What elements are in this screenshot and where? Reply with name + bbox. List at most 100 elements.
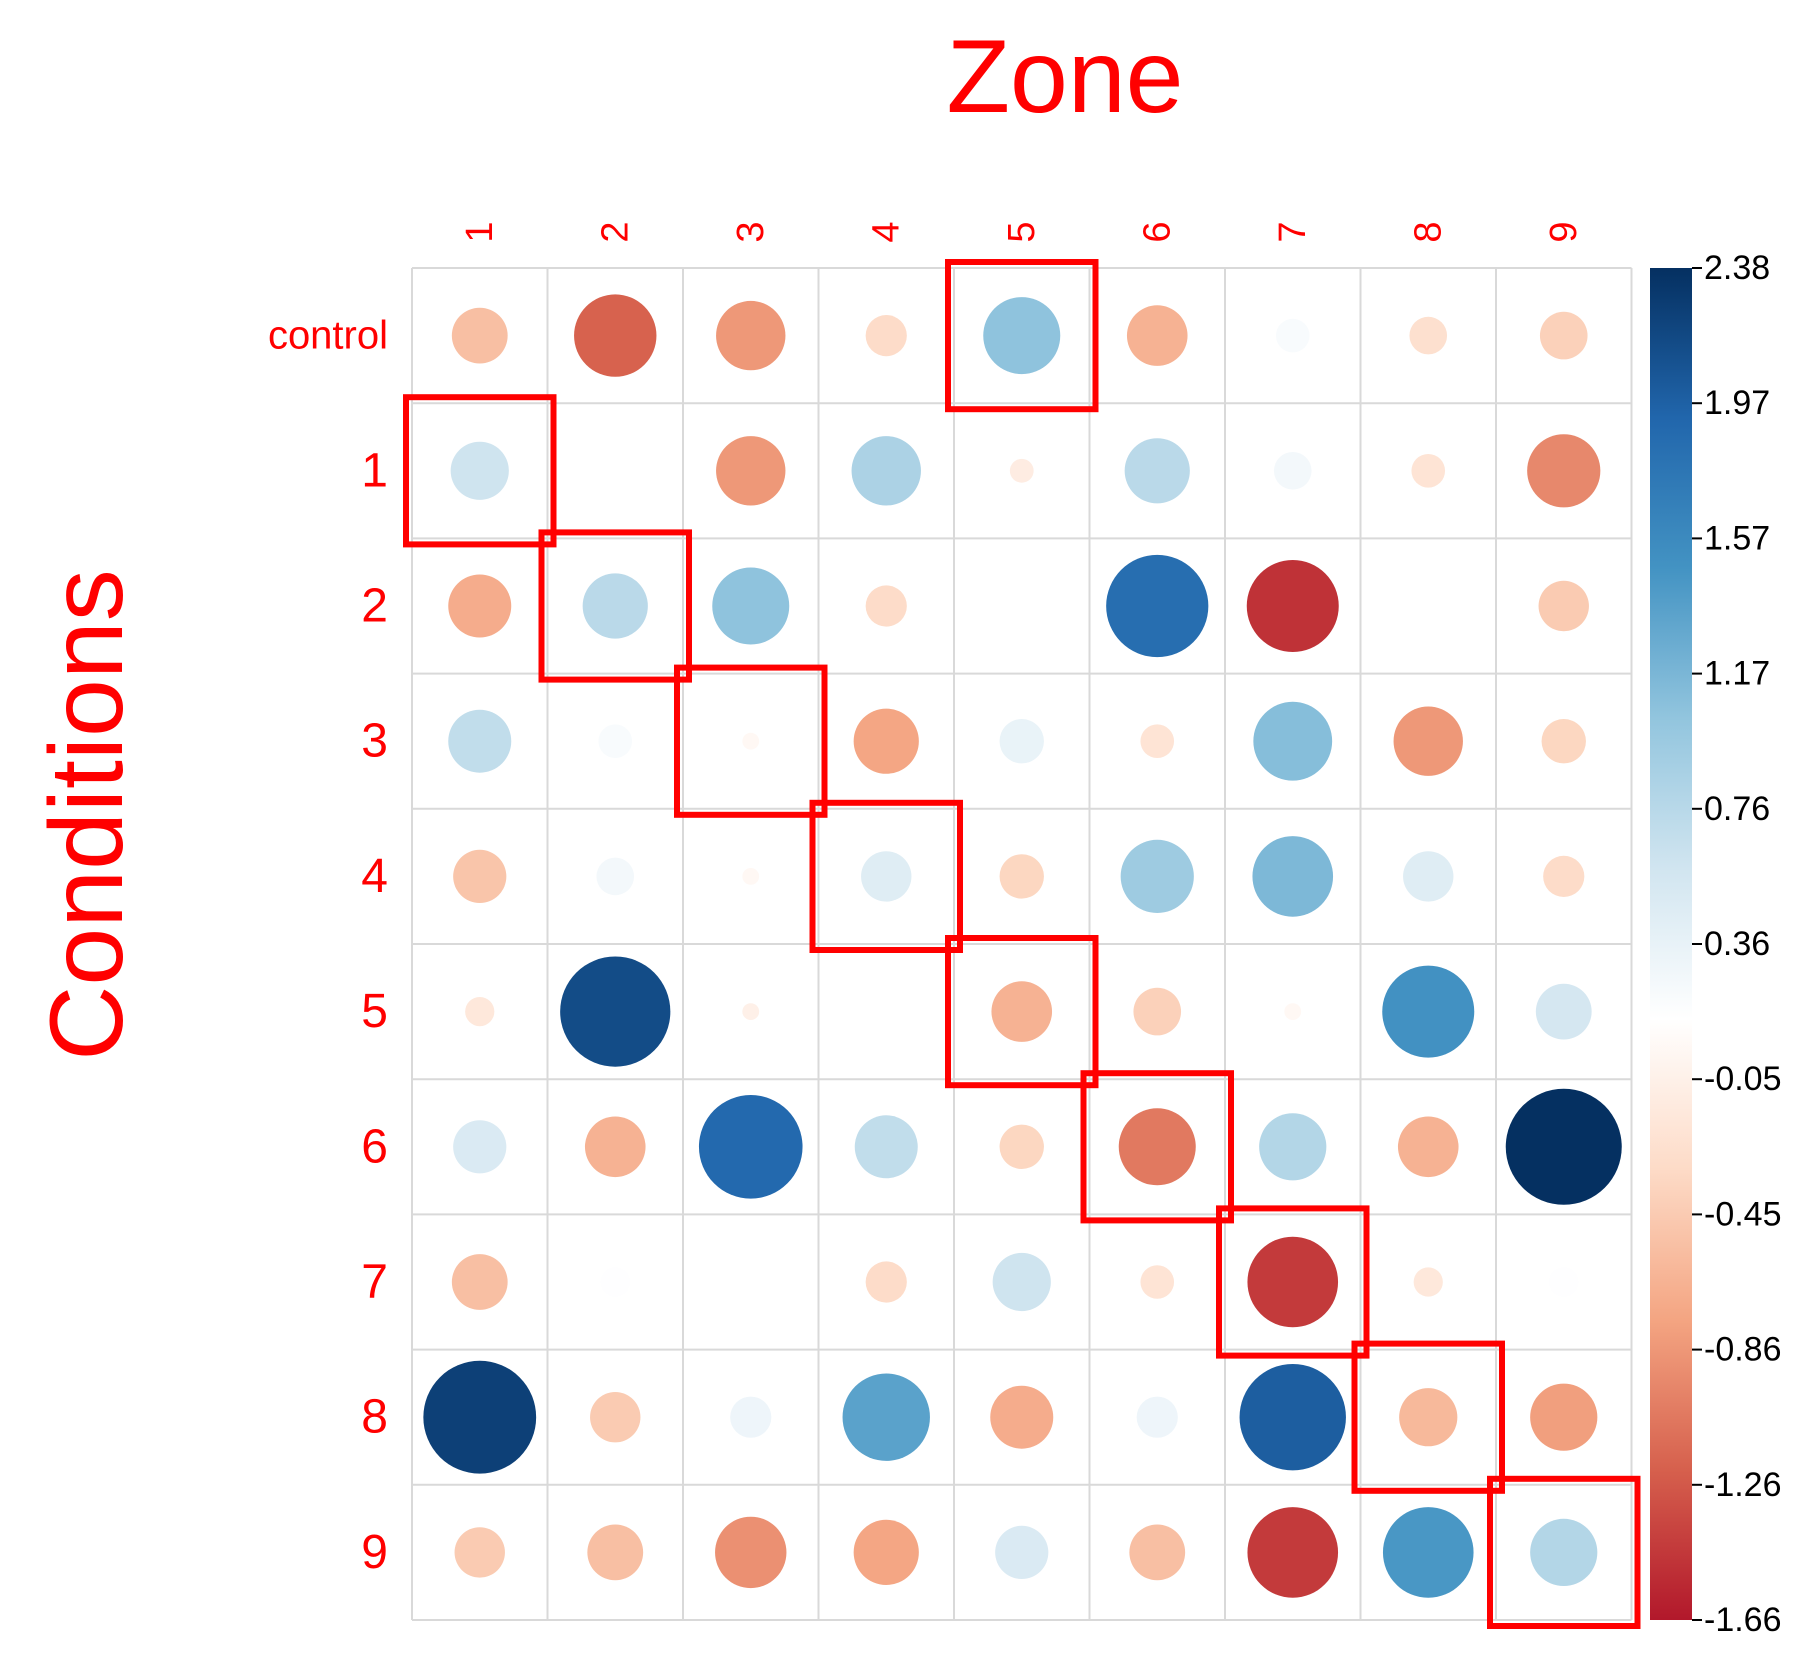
data-circle — [715, 1516, 787, 1589]
row-label: 8 — [361, 1391, 388, 1444]
data-circle — [453, 849, 507, 904]
data-circle — [1247, 1236, 1339, 1328]
data-circle — [861, 851, 912, 902]
data-circle — [587, 1524, 644, 1581]
row-label: 9 — [361, 1526, 388, 1579]
data-circle — [1541, 719, 1586, 764]
colorbar-tick-label: -0.05 — [1704, 1060, 1782, 1098]
highlight-boxes — [403, 259, 1641, 1630]
data-circle — [560, 956, 671, 1067]
colorbar-gradient — [1650, 268, 1692, 1620]
data-circle — [598, 724, 633, 758]
grid — [411, 267, 1633, 1621]
data-circle — [448, 709, 512, 773]
data-circle — [1129, 1524, 1186, 1581]
data-circle — [1403, 851, 1454, 902]
data-circle — [453, 1120, 507, 1174]
highlight-box — [1487, 1475, 1641, 1630]
data-circle — [1413, 1267, 1443, 1297]
data-circle — [1543, 855, 1585, 898]
column-label: 8 — [1407, 221, 1449, 242]
data-circle — [1530, 1518, 1598, 1586]
data-circle — [999, 1124, 1044, 1170]
data-circle — [1239, 1364, 1346, 1471]
column-label: 5 — [1001, 221, 1043, 242]
highlight-box — [945, 935, 1099, 1089]
data-circle — [995, 1525, 1049, 1579]
data-circle — [990, 1385, 1054, 1449]
data-circle — [423, 1360, 537, 1474]
highlight-box — [945, 259, 1099, 413]
row-label: 4 — [361, 850, 388, 903]
highlight-box — [1351, 1340, 1505, 1494]
column-label: 3 — [730, 221, 772, 242]
row-label: 7 — [361, 1256, 388, 1309]
y-axis-title: Conditions — [29, 569, 145, 1060]
data-circle — [454, 1527, 505, 1578]
data-circle — [999, 719, 1044, 764]
data-circle — [1275, 318, 1310, 353]
data-circle — [983, 297, 1061, 375]
column-label: 1 — [459, 221, 501, 242]
colorbar-tick-label: 0.76 — [1704, 790, 1770, 828]
data-circle — [1393, 706, 1463, 776]
data-circle — [1259, 1113, 1327, 1181]
data-circle — [716, 300, 786, 371]
data-circle — [450, 441, 509, 500]
data-circle — [590, 1392, 641, 1443]
data-circle — [865, 315, 907, 357]
data-circle — [1539, 311, 1588, 360]
data-circle — [1549, 1267, 1579, 1297]
data-circle — [1284, 1003, 1302, 1020]
data-circle — [1252, 836, 1334, 917]
highlight-box — [809, 799, 963, 953]
highlight-box — [538, 529, 692, 683]
data-circle — [1382, 965, 1475, 1058]
data-circle — [1126, 305, 1188, 366]
colorbar-ticks: 2.38 1.97 1.57 1.17 0.76 0.36 -0.05 -0.45 -0.86 -… — [1692, 249, 1782, 1639]
colorbar-tick-label: -0.86 — [1704, 1331, 1782, 1369]
colorbar-tick-label: -1.66 — [1704, 1601, 1782, 1639]
column-label: 2 — [594, 221, 636, 242]
highlight-box — [1216, 1205, 1370, 1359]
data-circle — [854, 1115, 918, 1179]
data-circle — [742, 1003, 760, 1020]
row-label: 6 — [361, 1120, 388, 1173]
data-circle — [1140, 1265, 1175, 1299]
data-circle — [742, 732, 760, 750]
data-circle — [1124, 438, 1190, 504]
data-circle — [853, 1519, 919, 1585]
highlight-box — [674, 664, 828, 818]
data-circle — [584, 1116, 646, 1178]
colorbar-tick-label: 1.97 — [1704, 384, 1770, 422]
colorbar-tick-label: 2.38 — [1704, 249, 1770, 287]
column-tick-labels: 1 2 3 4 5 6 7 8 9 — [459, 221, 1585, 242]
column-label: 4 — [865, 221, 907, 242]
data-circle — [991, 981, 1053, 1042]
data-circle — [1527, 434, 1601, 508]
chart-title: Zone — [946, 19, 1183, 135]
data-circles — [423, 294, 1622, 1598]
colorbar-tick-label: 0.36 — [1704, 925, 1770, 963]
column-label: 9 — [1543, 221, 1585, 242]
data-circle — [698, 1095, 803, 1199]
data-circle — [851, 436, 921, 506]
data-circle — [999, 854, 1044, 899]
data-circle — [1530, 1383, 1598, 1451]
column-label: 7 — [1272, 221, 1314, 242]
data-circle — [1136, 1396, 1178, 1438]
data-circle — [1140, 724, 1175, 758]
data-circle — [451, 307, 508, 364]
data-circle — [1535, 983, 1592, 1040]
data-circle — [1133, 987, 1182, 1036]
data-circle — [1382, 1507, 1474, 1598]
data-circle — [865, 585, 907, 627]
data-circle — [1399, 1388, 1458, 1447]
data-circle — [582, 573, 648, 639]
data-circle — [742, 868, 760, 885]
data-circle — [842, 1373, 930, 1461]
colorbar-tick-label: 1.57 — [1704, 519, 1770, 557]
column-label: 6 — [1136, 221, 1178, 242]
data-circle — [596, 857, 635, 896]
data-circle — [1118, 1108, 1196, 1186]
